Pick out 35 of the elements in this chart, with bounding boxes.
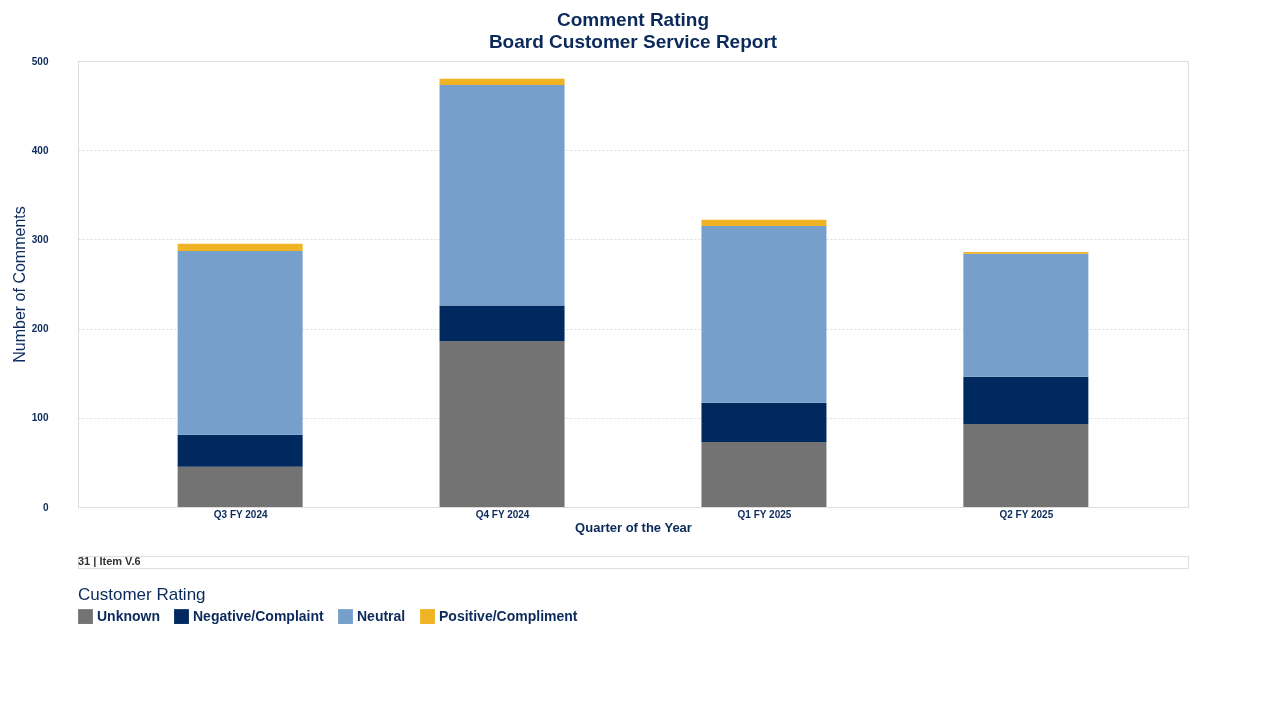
x-tick-label: Q1 FY 2025 — [737, 508, 792, 520]
bar — [963, 253, 1089, 377]
y-tick-label: 300 — [31, 233, 49, 245]
y-tick-label: 0 — [42, 501, 49, 513]
bar — [701, 226, 827, 403]
bar — [963, 376, 1089, 425]
bar — [439, 341, 565, 507]
chart-subtitle: Board Customer Service Report — [488, 31, 778, 52]
bar — [701, 441, 827, 507]
legend-title: Customer Rating — [78, 585, 206, 604]
legend-label: Neutral — [357, 607, 406, 624]
bar — [963, 424, 1089, 507]
y-tick-label: 200 — [31, 323, 49, 335]
y-tick-label: 100 — [31, 412, 49, 424]
y-tick-label: 500 — [31, 55, 49, 67]
y-axis-title: Number of Comments — [10, 206, 28, 363]
bar — [439, 78, 565, 86]
legend-label: Unknown — [97, 607, 160, 624]
bar — [177, 434, 303, 467]
x-tick-label: Q2 FY 2025 — [999, 508, 1054, 520]
legend-label: Negative/Complaint — [193, 607, 325, 624]
bar — [439, 305, 565, 342]
chart-title: Comment Rating — [557, 9, 709, 30]
bar — [177, 466, 303, 507]
x-tick-label: Q3 FY 2024 — [213, 508, 268, 520]
bar — [439, 85, 565, 306]
legend-label: Positive/Compliment — [439, 607, 578, 624]
text: 31 | Item V.6 — [78, 555, 141, 567]
x-tick-label: Q4 FY 2024 — [475, 508, 530, 520]
y-tick-label: 400 — [31, 144, 49, 156]
bar — [701, 402, 827, 442]
x-axis-title: Quarter of the Year — [575, 519, 692, 535]
bar — [701, 219, 827, 227]
bar — [177, 243, 303, 251]
bar — [177, 251, 303, 435]
